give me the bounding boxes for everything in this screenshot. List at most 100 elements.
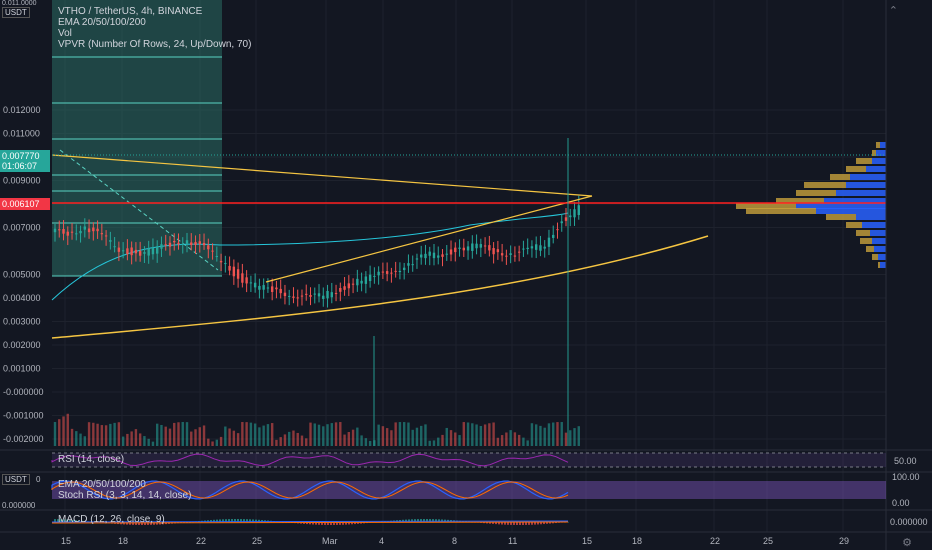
volume-bar bbox=[547, 423, 551, 446]
volume-bar bbox=[394, 422, 397, 446]
stoch-legend[interactable]: Stoch RSI (3, 3, 14, 14, close) bbox=[58, 490, 192, 501]
macd-bar bbox=[222, 519, 224, 522]
date-tick-label: 18 bbox=[118, 536, 128, 546]
vpvr-legend[interactable]: VPVR (Number Of Rows, 24, Up/Down, 70) bbox=[58, 39, 252, 50]
candle-body bbox=[151, 247, 155, 255]
vol-legend[interactable]: Vol bbox=[58, 28, 72, 39]
candle-body bbox=[402, 267, 406, 271]
date-tick-label: 8 bbox=[452, 536, 457, 546]
volume-bar bbox=[283, 434, 287, 446]
candle-body bbox=[147, 248, 150, 256]
volume-bar bbox=[198, 427, 201, 446]
vpvr-up-bar bbox=[872, 158, 886, 164]
vpvr-down-bar bbox=[846, 166, 866, 172]
candle-body bbox=[573, 209, 576, 218]
macd-bar bbox=[78, 520, 80, 522]
macd-bar bbox=[552, 522, 554, 524]
candle-body bbox=[560, 221, 563, 224]
macd-bar bbox=[351, 522, 353, 525]
vpvr-up-bar bbox=[878, 254, 886, 260]
current-price-tag: 0.007770 01:06:07 bbox=[0, 150, 50, 172]
macd-bar bbox=[546, 522, 548, 524]
volume-bar bbox=[190, 431, 193, 446]
rsi-line bbox=[51, 453, 569, 467]
macd-bar bbox=[54, 519, 56, 522]
volume-bar bbox=[334, 422, 338, 446]
candlesticks bbox=[53, 195, 580, 308]
vpvr-up-bar bbox=[846, 182, 886, 188]
vpvr-down-bar bbox=[826, 214, 856, 220]
candle-body bbox=[270, 286, 274, 292]
vpvr-up-bar bbox=[872, 238, 886, 244]
volume-bar bbox=[164, 426, 167, 446]
candle-body bbox=[411, 264, 414, 266]
macd-bar bbox=[321, 522, 323, 525]
volume-bar bbox=[249, 422, 253, 446]
chevron-up-icon[interactable]: ⌃ bbox=[888, 5, 898, 17]
volume-bar bbox=[381, 426, 385, 446]
volume-bar bbox=[207, 438, 210, 446]
macd-bar bbox=[405, 519, 407, 522]
volume-bar bbox=[411, 429, 414, 446]
volume-bar bbox=[513, 432, 517, 446]
volume-bar bbox=[79, 433, 82, 446]
candle-body bbox=[109, 240, 112, 242]
volume-bar bbox=[241, 422, 244, 446]
candle-body bbox=[466, 246, 470, 251]
candle-body bbox=[79, 230, 82, 234]
candle-body bbox=[58, 229, 61, 231]
volume-bar bbox=[70, 428, 74, 446]
volume-bar bbox=[270, 423, 274, 446]
candle-body bbox=[530, 246, 534, 249]
macd-bar bbox=[489, 522, 491, 524]
vpvr-down-bar bbox=[846, 222, 862, 228]
macd-bar bbox=[345, 522, 347, 525]
macd-bar bbox=[432, 519, 434, 522]
candle-body bbox=[458, 247, 461, 249]
vpvr-down-bar bbox=[796, 190, 836, 196]
vpvr-down-bar bbox=[878, 262, 880, 268]
volume-bar bbox=[292, 430, 295, 446]
rsi-legend[interactable]: RSI (14, close) bbox=[58, 454, 125, 465]
volume-bar bbox=[458, 435, 461, 446]
macd-bar bbox=[429, 519, 431, 522]
volume-bar bbox=[360, 435, 363, 446]
macd-legend[interactable]: MACD (12, 26, close, 9) bbox=[58, 514, 165, 525]
macd-bar bbox=[525, 522, 527, 525]
candle-body bbox=[385, 271, 389, 274]
vpvr-down-bar bbox=[876, 142, 880, 148]
symbol-title[interactable]: VTHO / TetherUS, 4h, BINANCE bbox=[58, 6, 203, 17]
candle-body bbox=[373, 275, 376, 277]
date-tick-label: 29 bbox=[839, 536, 849, 546]
settings-gear-icon[interactable]: ⚙ bbox=[902, 537, 912, 549]
macd-bar bbox=[537, 522, 539, 525]
candle-body bbox=[258, 285, 261, 290]
candle-body bbox=[415, 258, 419, 260]
volume-bar bbox=[87, 422, 91, 446]
candle-body bbox=[177, 242, 180, 245]
candle-body bbox=[428, 251, 431, 256]
candle-body bbox=[156, 246, 159, 254]
price-tick-label: -0.001000 bbox=[3, 411, 44, 421]
price-tick-label: 0.009000 bbox=[3, 176, 41, 186]
fib-levels bbox=[52, 56, 222, 277]
volume-bar bbox=[177, 422, 180, 446]
candle-body bbox=[445, 253, 448, 255]
ema-legend[interactable]: EMA 20/50/100/200 bbox=[58, 17, 146, 28]
volume-bar bbox=[479, 425, 483, 446]
candle-body bbox=[454, 247, 457, 253]
date-tick-label: 25 bbox=[252, 536, 262, 546]
date-tick-label: 15 bbox=[61, 536, 71, 546]
volume-bar bbox=[138, 433, 142, 446]
volume-profile bbox=[736, 142, 886, 268]
macd-bar bbox=[141, 522, 143, 525]
ema2-legend[interactable]: EMA 20/50/100/200 bbox=[58, 479, 146, 490]
candle-body bbox=[168, 242, 172, 247]
date-tick-label: 15 bbox=[582, 536, 592, 546]
stoch-left-currency: USDT bbox=[2, 474, 30, 485]
date-axis: 15 18 22 25 Mar 4 8 11 15 18 22 25 29 bbox=[61, 536, 849, 546]
date-tick-label: 22 bbox=[196, 536, 206, 546]
candle-body bbox=[351, 283, 355, 285]
candle-body bbox=[279, 288, 282, 294]
